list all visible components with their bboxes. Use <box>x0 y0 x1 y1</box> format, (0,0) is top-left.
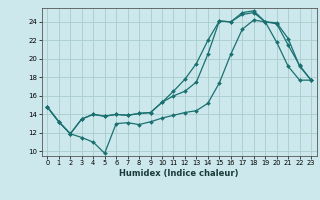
X-axis label: Humidex (Indice chaleur): Humidex (Indice chaleur) <box>119 169 239 178</box>
